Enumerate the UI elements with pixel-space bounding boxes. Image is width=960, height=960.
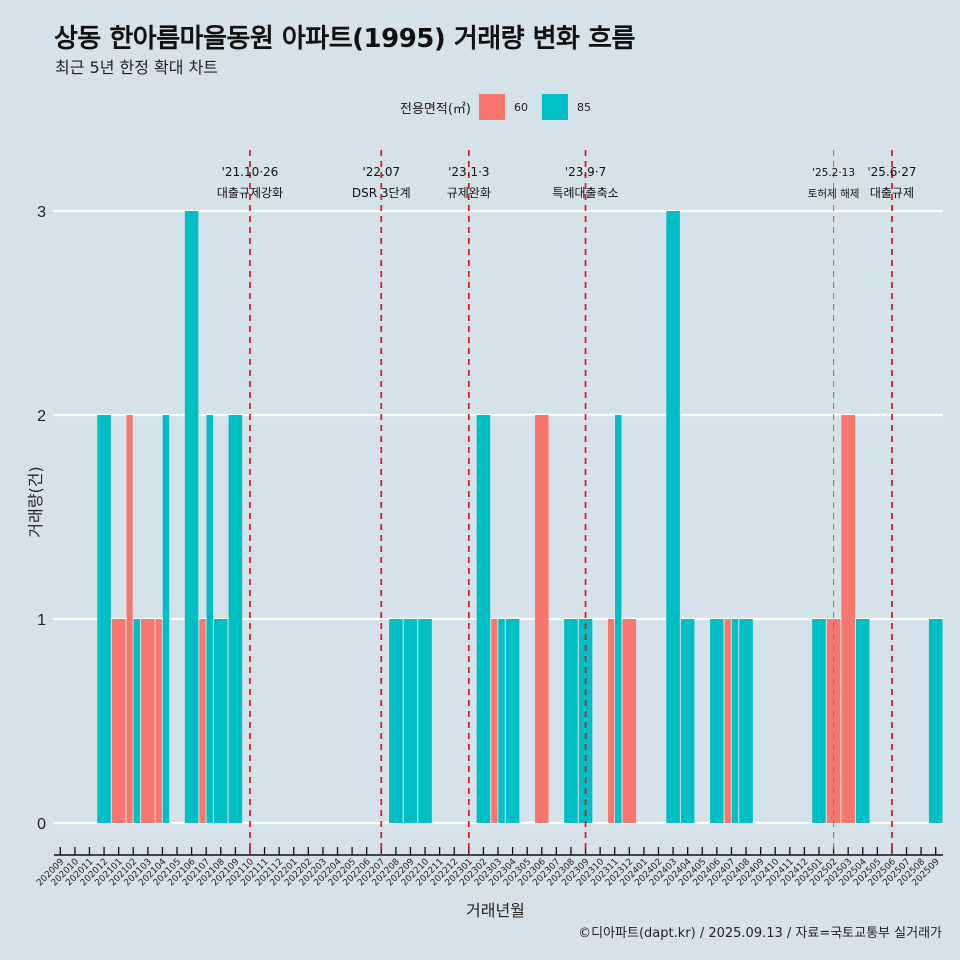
annotation-date: '25.2·13 xyxy=(812,167,855,179)
legend-key-85 xyxy=(541,94,568,120)
bar-60-202502 xyxy=(826,619,841,823)
chart-title: 상동 한아름마을동원 아파트(1995) 거래량 변화 흐름 xyxy=(54,24,635,54)
bar-85-202209 xyxy=(403,619,418,823)
bar-85-202311 xyxy=(615,415,622,823)
bar-60-202503 xyxy=(841,415,855,823)
x-axis-title: 거래년월 xyxy=(466,901,525,920)
y-tick-label: 0 xyxy=(37,816,46,833)
bar-85-202404 xyxy=(680,619,695,823)
annotation-label: 토허제 해제 xyxy=(808,187,860,200)
bar-85-202107 xyxy=(206,415,213,823)
bar-85-202501 xyxy=(812,619,826,823)
annotation-label: 대출규제강화 xyxy=(217,186,283,200)
annotation-date: '21.10·26 xyxy=(222,165,279,179)
y-tick-label: 3 xyxy=(37,204,46,221)
bar-85-202509 xyxy=(928,619,943,823)
bar-85-202104 xyxy=(162,415,170,823)
bar-85-202108 xyxy=(214,619,228,823)
bar-85-202403 xyxy=(666,211,680,823)
bar-60-202101 xyxy=(111,619,126,823)
annotation-label: 규제완화 xyxy=(447,186,491,200)
y-tick-label: 1 xyxy=(37,612,46,629)
legend-title: 전용면적(㎡) xyxy=(400,101,471,117)
annotation-label: 대출규제 xyxy=(870,186,914,200)
bar-85-202012 xyxy=(97,415,111,823)
bar-60-202407 xyxy=(724,619,731,823)
annotation-date: '25.6·27 xyxy=(867,165,916,179)
legend-label-60: 60 xyxy=(513,100,528,114)
bar-85-202406 xyxy=(710,619,724,823)
bar-60-202103 xyxy=(141,619,155,823)
legend: 전용면적(㎡) 60 85 xyxy=(400,94,605,120)
chart-subtitle: 최근 5년 한정 확대 차트 xyxy=(55,58,219,77)
bar-60-202311 xyxy=(607,619,615,823)
bar-85-202309 xyxy=(578,619,593,823)
bar-85-202106 xyxy=(184,211,199,823)
bar-85-202109 xyxy=(228,415,243,823)
bar-85-202208 xyxy=(389,619,403,823)
bar-60-202107 xyxy=(199,619,206,823)
bar-60-202104 xyxy=(155,619,162,823)
annotation-date: '22.07 xyxy=(362,165,400,179)
bar-60-202306 xyxy=(534,415,549,823)
bar-60-202102 xyxy=(126,415,133,823)
bar-85-202210 xyxy=(418,619,432,823)
bar-85-202504 xyxy=(855,619,870,823)
bar-60-202303 xyxy=(491,619,498,823)
y-tick-label: 2 xyxy=(37,408,46,425)
bar-85-202308 xyxy=(564,619,578,823)
annotation-label: DSR 3단계 xyxy=(352,186,411,200)
y-axis-title: 거래량(건) xyxy=(26,466,45,538)
caption: ©디아파트(dapt.kr) / 2025.09.13 / 자료=국토교통부 실… xyxy=(578,926,942,941)
bar-85-202408 xyxy=(739,619,753,823)
bar-85-202304 xyxy=(505,619,520,823)
bar-85-202303 xyxy=(498,619,505,823)
bar-85-202102 xyxy=(133,619,141,823)
bar-60-202312 xyxy=(622,619,637,823)
legend-label-85: 85 xyxy=(576,100,591,114)
annotation-date: '23.9·7 xyxy=(565,165,606,179)
bar-85-202302 xyxy=(476,415,491,823)
annotation-label: 특례대출축소 xyxy=(552,186,618,200)
legend-key-60 xyxy=(478,94,505,120)
annotation-date: '23.1·3 xyxy=(448,165,489,179)
bar-85-202407 xyxy=(731,619,739,823)
